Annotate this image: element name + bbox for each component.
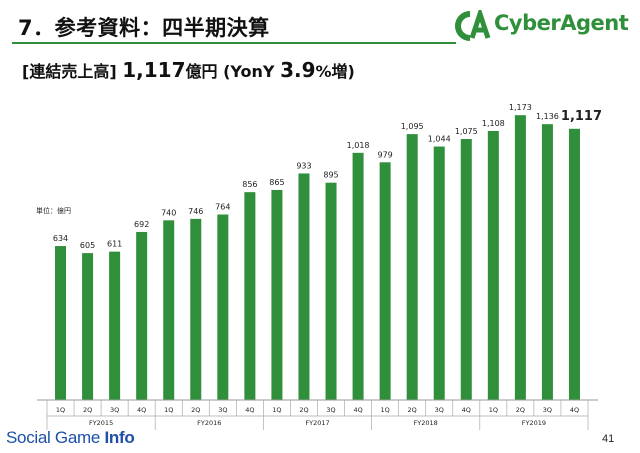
bar-5 bbox=[163, 220, 175, 400]
bars-layer: 634 605 611 692 740 746 764 856 865 933 895 1,018 97… bbox=[53, 103, 602, 401]
title-underline bbox=[12, 42, 456, 44]
headline-value: 1,117 bbox=[122, 58, 186, 82]
bar-8 bbox=[244, 192, 256, 400]
headline-unit: 億円 bbox=[185, 62, 218, 81]
bar-label-12: 1,018 bbox=[347, 141, 370, 150]
category-label-5: 1Q bbox=[164, 406, 173, 414]
category-axis: 1Q 2Q 3Q 4Q 1Q 2Q 3Q 4Q 1Q 2Q 3Q 4Q 1Q 2Q 3Q 4Q 1Q 2Q 3Q 4Q… bbox=[37, 399, 598, 430]
bar-19 bbox=[541, 124, 553, 400]
bar-label-9: 865 bbox=[269, 178, 284, 187]
category-label-11: 3Q bbox=[326, 406, 335, 414]
bar-label-17: 1,108 bbox=[482, 119, 505, 128]
category-label-9: 1Q bbox=[272, 406, 281, 414]
bar-label-4: 692 bbox=[134, 220, 149, 229]
bar-16 bbox=[460, 138, 472, 401]
bar-9 bbox=[271, 189, 283, 400]
bar-15 bbox=[433, 146, 445, 400]
fiscal-year-label-5: FY2019 bbox=[522, 419, 546, 427]
fiscal-year-label-2: FY2016 bbox=[197, 419, 221, 427]
headline-growth-value: 3.9 bbox=[280, 58, 316, 82]
cyberagent-logo: CyberAgent bbox=[454, 8, 630, 44]
fiscal-year-label-4: FY2018 bbox=[414, 419, 438, 427]
unit-label: 単位：億円 bbox=[36, 206, 71, 215]
bar-2 bbox=[82, 253, 94, 400]
bar-label-3: 611 bbox=[107, 240, 122, 249]
bar-label-2: 605 bbox=[80, 241, 95, 250]
bar-4 bbox=[136, 231, 148, 400]
category-label-19: 3Q bbox=[543, 406, 552, 414]
cyberagent-logo-icon bbox=[455, 10, 491, 41]
category-label-12: 4Q bbox=[353, 406, 362, 414]
category-label-1: 1Q bbox=[56, 406, 65, 414]
bar-10 bbox=[298, 173, 310, 400]
bar-label-19: 1,136 bbox=[536, 112, 559, 121]
category-label-18: 2Q bbox=[516, 406, 525, 414]
page-number: 41 bbox=[602, 433, 615, 445]
headline-growth-suffix: %増) bbox=[315, 62, 355, 81]
bar-label-16: 1,075 bbox=[455, 127, 478, 136]
bar-17 bbox=[487, 130, 499, 400]
bar-label-10: 933 bbox=[296, 161, 311, 170]
category-label-8: 4Q bbox=[245, 406, 254, 414]
bar-label-5: 740 bbox=[161, 208, 176, 217]
footer-brand-b: Info bbox=[104, 428, 135, 447]
bar-label-1: 634 bbox=[53, 234, 68, 243]
headline: [連結売上高] 1,117億円 (YonY 3.9%増) bbox=[22, 58, 355, 82]
bar-label-18: 1,173 bbox=[509, 103, 532, 112]
bar-11 bbox=[325, 182, 337, 400]
bar-13 bbox=[379, 162, 391, 400]
category-label-20: 4Q bbox=[570, 406, 579, 414]
bar-12 bbox=[352, 152, 364, 400]
bar-label-8: 856 bbox=[242, 180, 257, 189]
page-title: 7．参考資料：四半期決算 bbox=[18, 16, 270, 40]
category-label-14: 2Q bbox=[408, 406, 417, 414]
bar-label-7: 764 bbox=[215, 203, 230, 212]
bar-label-6: 746 bbox=[188, 207, 203, 216]
bar-6 bbox=[190, 218, 202, 400]
footer-brand-a: Social Game bbox=[6, 428, 101, 447]
bar-14 bbox=[406, 134, 418, 400]
bar-20 bbox=[568, 128, 580, 400]
headline-prefix: [連結売上高] bbox=[22, 62, 117, 81]
category-label-2: 2Q bbox=[83, 406, 92, 414]
bar-label-13: 979 bbox=[377, 150, 392, 159]
fiscal-year-label-3: FY2017 bbox=[305, 419, 329, 427]
category-label-6: 2Q bbox=[191, 406, 200, 414]
headline-growth-prefix: (YonY bbox=[223, 62, 275, 81]
bar-7 bbox=[217, 214, 229, 400]
logo-text: CyberAgent bbox=[494, 11, 629, 35]
bar-1 bbox=[55, 246, 67, 400]
category-label-7: 3Q bbox=[218, 406, 227, 414]
bar-label-14: 1,095 bbox=[401, 122, 424, 131]
category-label-10: 2Q bbox=[299, 406, 308, 414]
category-label-4: 4Q bbox=[137, 406, 146, 414]
category-label-16: 4Q bbox=[462, 406, 471, 414]
fiscal-year-label-1: FY2015 bbox=[89, 419, 113, 427]
footer-brand: Social Game Info bbox=[6, 428, 135, 448]
bar-label-11: 895 bbox=[323, 171, 338, 180]
bar-18 bbox=[514, 115, 526, 400]
bar-label-15: 1,044 bbox=[428, 135, 451, 144]
bar-3 bbox=[109, 251, 121, 400]
category-label-13: 1Q bbox=[380, 406, 389, 414]
category-label-17: 1Q bbox=[489, 406, 498, 414]
bar-label-20: 1,117 bbox=[561, 109, 602, 124]
category-label-15: 3Q bbox=[435, 406, 444, 414]
category-label-3: 3Q bbox=[110, 406, 119, 414]
